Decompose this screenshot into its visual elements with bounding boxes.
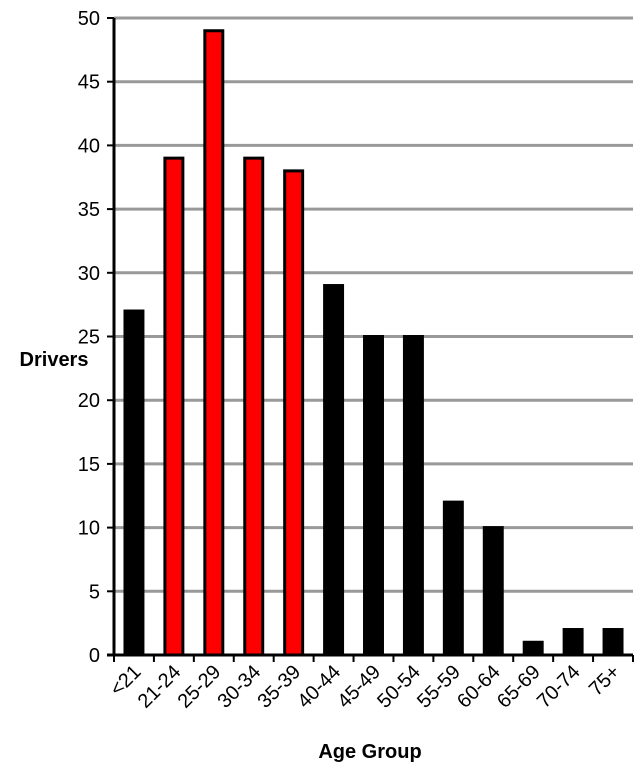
x-tick-label: 75+	[585, 661, 625, 701]
x-tick-label: 60-64	[453, 661, 505, 713]
y-tick-label: 30	[78, 263, 100, 285]
x-axis-title: Age Group	[318, 741, 421, 763]
axes	[107, 17, 634, 662]
y-tick-label: 40	[78, 135, 100, 157]
bar	[163, 156, 185, 657]
x-tick-label: 40-44	[293, 661, 345, 713]
x-tick-label: 50-54	[373, 661, 425, 713]
bar	[482, 526, 504, 657]
bar	[323, 284, 345, 657]
bars	[123, 29, 624, 657]
bar	[283, 169, 305, 657]
y-tick-label: 45	[78, 72, 100, 94]
x-tick-label: 55-59	[413, 661, 465, 713]
y-tick-labels: 0 5 10 15 20 25 30 35 40 45 50	[78, 8, 100, 667]
bar	[363, 335, 384, 657]
y-tick-label: 0	[89, 645, 100, 667]
y-tick-label: 50	[78, 8, 100, 30]
y-tick-label: 5	[89, 581, 100, 603]
bar	[123, 309, 145, 657]
bar	[203, 29, 225, 657]
x-tick-label: 70-74	[533, 661, 585, 713]
y-tick-label: 20	[78, 390, 100, 412]
y-tick-label: 10	[78, 518, 100, 540]
bar	[562, 628, 584, 657]
y-tick-label: 25	[78, 327, 100, 349]
x-tick-label: 35-39	[253, 661, 305, 713]
x-tick-label: 65-69	[493, 661, 545, 713]
x-tick-label: 30-34	[214, 661, 266, 713]
bar	[402, 335, 424, 657]
bar	[243, 156, 265, 657]
y-axis-title: Drivers	[20, 349, 89, 371]
x-tick-label: 45-49	[333, 661, 385, 713]
y-tick-label: 15	[78, 454, 100, 476]
bar	[522, 640, 544, 657]
x-tick-label: 25-29	[174, 661, 226, 713]
y-tick-label: 35	[78, 199, 100, 221]
bar	[602, 628, 624, 657]
bar	[442, 500, 464, 657]
x-tick-label: 21-24	[134, 661, 186, 713]
x-tick-labels: <2121-2425-2930-3435-3940-4445-4950-5455…	[106, 661, 625, 713]
